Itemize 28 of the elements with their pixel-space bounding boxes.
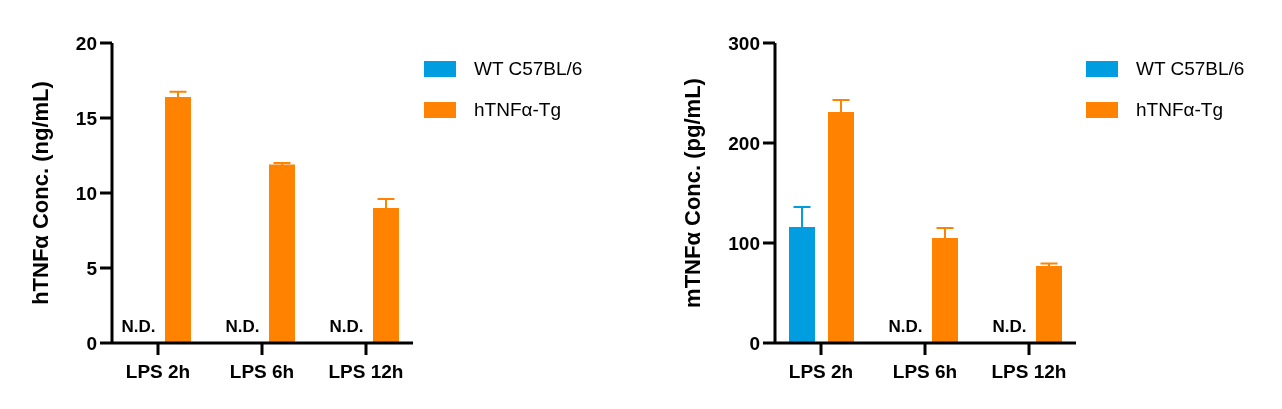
annotation: N.D. [225, 317, 260, 336]
annotation: N.D. [888, 317, 923, 336]
annotation: N.D. [992, 317, 1027, 336]
annotation: N.D. [329, 317, 364, 336]
y-tick-label: 0 [86, 332, 97, 354]
legend-label: WT C57BL/6 [1136, 57, 1245, 80]
x-tick-label: LPS 2h [125, 361, 191, 383]
x-tick-label: LPS 6h [892, 361, 958, 383]
x-tick-label: LPS 12h [991, 361, 1067, 383]
x-tick-label: LPS 6h [229, 361, 295, 383]
y-tick-label: 200 [728, 132, 760, 154]
x-tick-label: LPS 12h [328, 361, 404, 383]
y-tick-label: 0 [749, 332, 760, 354]
legend-label: WT C57BL/6 [474, 57, 583, 80]
y-tick-label: 300 [728, 32, 760, 54]
legend-label: hTNFα-Tg [474, 98, 561, 121]
y-tick-label: 15 [75, 107, 98, 129]
annotation: N.D. [121, 317, 156, 336]
y-tick-label: 10 [75, 182, 97, 204]
bar [1036, 266, 1062, 343]
legend-label: hTNFα-Tg [1136, 98, 1223, 121]
y-axis-title: hTNFα Conc. (ng/mL) [27, 81, 53, 305]
y-tick-label: 5 [86, 257, 98, 279]
bar [269, 164, 295, 343]
y-axis-title: mTNFα Conc. (pg/mL) [679, 78, 704, 308]
y-tick-label: 20 [75, 32, 97, 54]
y-tick-label: 100 [728, 232, 760, 254]
x-tick-label: LPS 2h [788, 361, 854, 383]
